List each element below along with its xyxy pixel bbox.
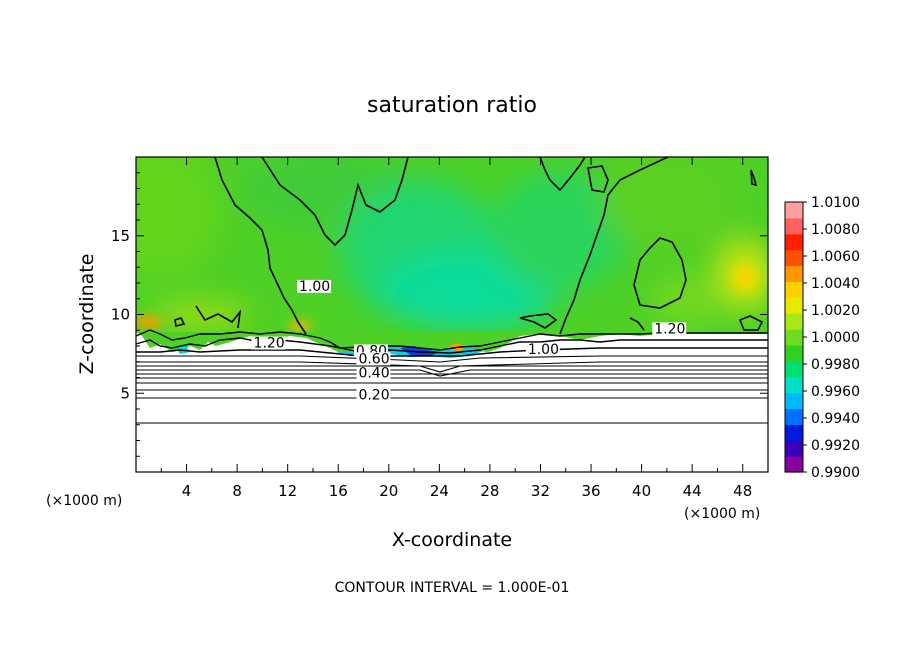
colorbar-label: 1.0080 bbox=[811, 222, 860, 238]
x-tick-label: 20 bbox=[379, 482, 398, 500]
x-tick-label: 40 bbox=[632, 482, 651, 500]
chart-title: saturation ratio bbox=[367, 93, 537, 118]
colorbar-swatch bbox=[785, 329, 803, 346]
contour-label: 0.60 bbox=[358, 351, 389, 367]
x-axis-unit-left: (×1000 m) bbox=[46, 493, 122, 509]
colorbar-label: 1.0100 bbox=[811, 195, 860, 211]
colorbar-label: 0.9980 bbox=[811, 357, 860, 373]
colorbar-swatch bbox=[785, 456, 803, 473]
contour-label: 0.20 bbox=[358, 388, 389, 404]
colorbar-label: 0.9900 bbox=[811, 465, 860, 481]
x-tick-label: 16 bbox=[329, 482, 348, 500]
x-axis-unit-right: (×1000 m) bbox=[684, 506, 760, 522]
colorbar-label: 0.9940 bbox=[811, 411, 860, 427]
x-tick-label: 32 bbox=[531, 482, 550, 500]
colorbar-label: 1.0040 bbox=[811, 276, 860, 292]
colorbar-swatch bbox=[785, 344, 803, 362]
y-tick-label: 10 bbox=[111, 306, 130, 324]
contour-interval-note: CONTOUR INTERVAL = 1.000E-01 bbox=[335, 580, 570, 596]
y-axis-label: Z-coordinate bbox=[76, 254, 98, 375]
x-axis: 4 8 12 16 20 24 28 32 36 40 44 48 bbox=[160, 157, 752, 500]
saturation-field bbox=[136, 157, 768, 332]
colorbar-swatch bbox=[785, 265, 803, 283]
contour-label: 1.00 bbox=[528, 342, 559, 358]
colorbar-swatch bbox=[785, 360, 803, 378]
contour-labels: 1.001.201.201.000.800.600.400.20 bbox=[251, 279, 687, 404]
colorbar-label: 0.9920 bbox=[811, 438, 860, 454]
contour-label-bg bbox=[356, 352, 391, 366]
x-tick-label: 48 bbox=[733, 482, 752, 500]
colorbar-label: 0.9960 bbox=[811, 384, 860, 400]
x-axis-label: X-coordinate bbox=[392, 529, 512, 551]
colorbar-swatch bbox=[785, 440, 803, 457]
x-tick-label: 28 bbox=[480, 482, 499, 500]
x-tick-label: 44 bbox=[683, 482, 702, 500]
contour-label-bg bbox=[525, 342, 560, 356]
x-tick-label: 8 bbox=[232, 482, 242, 500]
contour-label-bg bbox=[297, 279, 332, 293]
y-axis: 5 10 15 bbox=[111, 172, 768, 457]
colorbar-label: 1.0020 bbox=[811, 303, 860, 319]
colorbar-swatch bbox=[785, 376, 803, 394]
upper-contours bbox=[174, 156, 764, 335]
x-tick-label: 4 bbox=[182, 482, 192, 500]
colorbar-label: 1.0000 bbox=[811, 330, 860, 346]
contour-label-bg bbox=[356, 388, 391, 402]
colorbar-swatch bbox=[785, 202, 803, 219]
lower-contours bbox=[136, 355, 768, 424]
colorbar-swatch bbox=[785, 424, 803, 441]
colorbar-swatch bbox=[785, 297, 803, 314]
y-tick-label: 5 bbox=[120, 384, 130, 402]
y-tick-label: 15 bbox=[111, 227, 130, 245]
colorbar: 1.0100 1.0080 1.0060 1.0040 1.0020 1.0000 0.99… bbox=[784, 195, 860, 481]
contour-label: 1.20 bbox=[254, 336, 285, 352]
colorbar-label: 1.0060 bbox=[811, 249, 860, 265]
contour-label-bg bbox=[652, 322, 687, 336]
contour-label: 1.00 bbox=[299, 279, 330, 295]
contour-label-bg bbox=[356, 366, 391, 380]
x-tick-label: 36 bbox=[581, 482, 600, 500]
colorbar-swatch bbox=[785, 233, 803, 251]
colorbar-swatch bbox=[785, 392, 803, 410]
colorbar-swatch bbox=[785, 281, 803, 298]
colorbar-swatch bbox=[785, 408, 803, 425]
contour-label: 1.20 bbox=[654, 321, 685, 337]
colorbar-swatch bbox=[785, 313, 803, 330]
x-tick-label: 12 bbox=[278, 482, 297, 500]
colorbar-swatch bbox=[785, 249, 803, 267]
colorbar-swatch bbox=[785, 217, 803, 235]
x-tick-label: 24 bbox=[430, 482, 449, 500]
contour-label: 0.40 bbox=[358, 366, 389, 382]
contour-label-bg bbox=[251, 336, 286, 350]
